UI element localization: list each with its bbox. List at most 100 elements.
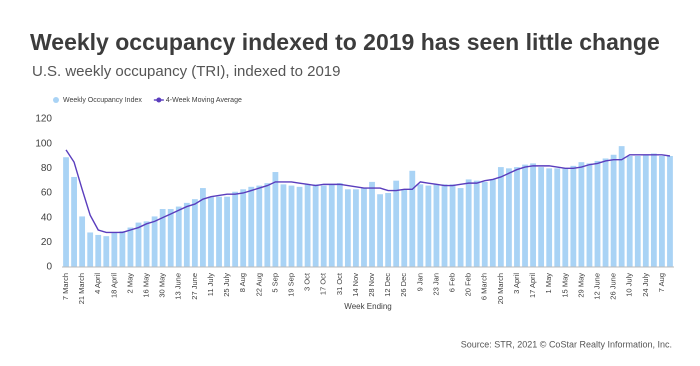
bar	[522, 164, 528, 267]
x-tick-label: 19 Sep	[286, 273, 295, 297]
x-tick-label: 7 March	[61, 273, 70, 300]
bar	[344, 189, 351, 267]
bar	[554, 168, 561, 267]
y-tick-label: 80	[41, 163, 53, 174]
x-tick-label: 27 June	[190, 273, 199, 300]
bar	[208, 196, 214, 267]
x-tick-label: 22 Aug	[254, 273, 263, 296]
bar	[111, 232, 118, 267]
bar	[264, 183, 271, 267]
x-tick-label: 20 Feb	[464, 273, 473, 296]
x-tick-label: 17 April	[528, 273, 537, 298]
bar	[191, 199, 198, 267]
bar	[272, 172, 279, 267]
bar	[457, 188, 464, 267]
bar	[634, 156, 641, 267]
x-tick-label: 7 Aug	[657, 273, 666, 292]
bar	[433, 184, 440, 267]
bar	[95, 234, 102, 267]
bar	[465, 179, 472, 267]
bar	[650, 153, 657, 267]
x-tick-label: 28 Nov	[367, 273, 376, 297]
x-tick-label: 3 Oct	[303, 272, 312, 291]
bar	[248, 186, 255, 267]
bar	[328, 184, 335, 267]
x-tick-label: 14 Nov	[351, 273, 360, 297]
bar	[304, 184, 311, 267]
bar	[151, 216, 158, 267]
x-tick-label: 13 June	[174, 273, 183, 300]
bar	[417, 184, 424, 267]
y-tick-label: 100	[35, 138, 52, 149]
bar	[626, 156, 633, 267]
bar	[159, 209, 166, 267]
bar	[441, 184, 448, 267]
x-tick-label: 31 Oct	[335, 272, 344, 295]
legend-swatch	[53, 97, 59, 103]
bar	[562, 168, 569, 267]
bar	[232, 191, 239, 267]
bar	[514, 167, 520, 267]
legend-swatch	[156, 97, 162, 103]
bar	[240, 189, 247, 267]
x-tick-label: 16 May	[142, 273, 151, 298]
x-tick-label: 2 May	[125, 273, 134, 294]
bar	[570, 165, 577, 267]
source: Source: STR, 2021 © CoStar Realty Inform…	[461, 339, 672, 349]
bar	[143, 221, 150, 267]
y-tick-label: 0	[46, 262, 52, 273]
bar	[667, 156, 673, 267]
bar	[538, 167, 545, 267]
moving-average-line	[65, 149, 671, 234]
x-tick-label: 11 July	[206, 273, 215, 296]
x-tick-label: 24 July	[641, 273, 650, 297]
bar	[506, 168, 512, 267]
bar	[87, 232, 94, 267]
bar	[594, 160, 601, 267]
y-tick-label: 40	[41, 212, 53, 223]
bar	[224, 196, 230, 267]
bar	[369, 181, 375, 267]
bar	[610, 154, 617, 267]
x-tick-label: 4 April	[93, 273, 102, 294]
bar	[200, 188, 206, 267]
bar	[353, 189, 359, 267]
bar	[586, 163, 593, 267]
bar	[377, 194, 383, 267]
x-tick-label: 3 April	[512, 273, 521, 294]
x-axis-label: Week Ending	[344, 302, 391, 311]
bar	[103, 236, 110, 267]
y-tick-label: 60	[41, 188, 53, 199]
bar	[409, 170, 416, 267]
x-tick-label: 1 May	[544, 273, 553, 294]
chart-subtitle: U.S. weekly occupancy (TRI), indexed to …	[32, 63, 340, 80]
bar	[256, 185, 263, 267]
bar	[659, 156, 665, 267]
bar	[489, 179, 496, 267]
chart-title: Weekly occupancy indexed to 2019 has see…	[30, 29, 660, 55]
bar	[127, 227, 134, 267]
x-tick-label: 29 May	[576, 273, 585, 298]
legend-label: 4-Week Moving Average	[166, 97, 242, 104]
bar	[336, 183, 343, 267]
bar	[320, 185, 327, 267]
bar	[183, 202, 190, 267]
bar	[175, 206, 182, 267]
bar	[578, 162, 585, 267]
bar	[296, 186, 303, 267]
bar	[401, 189, 408, 267]
bar	[530, 163, 536, 267]
x-tick-label: 30 May	[158, 273, 167, 298]
bar	[71, 176, 77, 267]
x-tick-label: 12 Dec	[383, 273, 392, 297]
y-tick-label: 120	[35, 114, 52, 125]
bar	[393, 180, 400, 267]
bar	[63, 157, 69, 267]
bar	[546, 168, 553, 267]
bar	[481, 181, 488, 267]
legend-label: Weekly Occupancy Index	[63, 97, 142, 104]
x-tick-label: 8 Aug	[238, 273, 247, 292]
bar	[167, 209, 174, 267]
bar	[385, 193, 392, 267]
